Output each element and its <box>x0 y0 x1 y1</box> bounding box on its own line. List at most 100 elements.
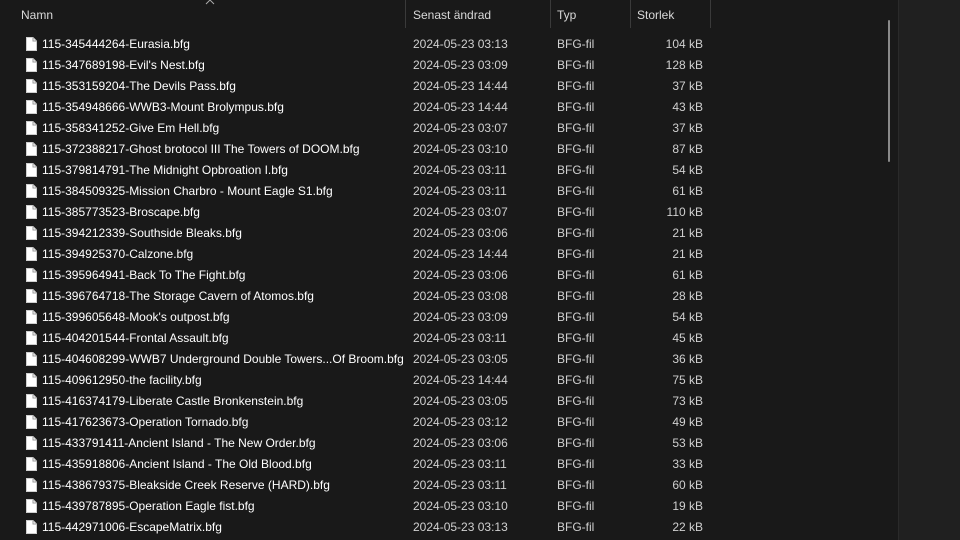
file-size: 28 kB <box>672 289 703 303</box>
file-size: 128 kB <box>665 58 703 72</box>
file-date: 2024-05-23 03:09 <box>413 58 508 72</box>
file-size: 33 kB <box>672 457 703 471</box>
file-row[interactable]: 115-435918806-Ancient Island - The Old B… <box>0 454 880 475</box>
file-name: 115-433791411-Ancient Island - The New O… <box>42 436 316 450</box>
file-icon <box>26 37 37 51</box>
file-icon <box>26 520 37 534</box>
file-date: 2024-05-23 03:05 <box>413 352 508 366</box>
scrollbar-thumb[interactable] <box>888 20 890 162</box>
file-name: 115-438679375-Bleakside Creek Reserve (H… <box>42 478 330 492</box>
file-row[interactable]: 115-395964941-Back To The Fight.bfg 2024-… <box>0 265 880 286</box>
file-type: BFG-fil <box>557 415 595 429</box>
file-row[interactable]: 115-404201544-Frontal Assault.bfg 2024-05… <box>0 328 880 349</box>
file-type: BFG-fil <box>557 100 595 114</box>
file-row[interactable]: 115-396764718-The Storage Cavern of Atom… <box>0 286 880 307</box>
file-row[interactable]: 115-358341252-Give Em Hell.bfg 2024-05-23… <box>0 118 880 139</box>
file-type: BFG-fil <box>557 205 595 219</box>
file-row[interactable]: 115-417623673-Operation Tornado.bfg 2024-… <box>0 412 880 433</box>
file-date: 2024-05-23 03:07 <box>413 205 508 219</box>
file-name: 115-404201544-Frontal Assault.bfg <box>42 331 229 345</box>
file-row[interactable]: 115-385773523-Broscape.bfg 2024-05-23 03:… <box>0 202 880 223</box>
file-type: BFG-fil <box>557 184 595 198</box>
column-header-type[interactable]: Typ <box>551 0 631 28</box>
file-name: 115-394212339-Southside Bleaks.bfg <box>42 226 242 240</box>
file-icon <box>26 352 37 366</box>
file-date: 2024-05-23 03:11 <box>413 163 507 177</box>
file-icon <box>26 79 37 93</box>
file-row[interactable]: 115-394212339-Southside Bleaks.bfg 2024-0… <box>0 223 880 244</box>
file-date: 2024-05-23 03:11 <box>413 331 507 345</box>
file-icon <box>26 268 37 282</box>
file-row[interactable]: 115-372388217-Ghost brotocol III The Tow… <box>0 139 880 160</box>
file-name: 115-384509325-Mission Charbro - Mount Ea… <box>42 184 333 198</box>
column-header-type-label: Typ <box>557 8 577 22</box>
file-row[interactable]: 115-354948666-WWB3-Mount Brolympus.bfg 20… <box>0 97 880 118</box>
file-icon <box>26 184 37 198</box>
file-date: 2024-05-23 03:06 <box>413 268 508 282</box>
column-header-date[interactable]: Senast ändrad <box>407 0 551 28</box>
vertical-scrollbar[interactable] <box>886 20 892 540</box>
file-row[interactable]: 115-353159204-The Devils Pass.bfg 2024-05… <box>0 76 880 97</box>
file-size: 37 kB <box>672 121 703 135</box>
side-panel <box>898 0 960 540</box>
file-date: 2024-05-23 14:44 <box>413 79 508 93</box>
file-icon <box>26 58 37 72</box>
file-type: BFG-fil <box>557 457 595 471</box>
file-name: 115-353159204-The Devils Pass.bfg <box>42 79 236 93</box>
file-row[interactable]: 115-433791411-Ancient Island - The New O… <box>0 433 880 454</box>
file-size: 110 kB <box>666 205 703 219</box>
file-icon <box>26 394 37 408</box>
file-icon <box>26 100 37 114</box>
column-header-size[interactable]: Storlek <box>631 0 711 28</box>
file-type: BFG-fil <box>557 58 595 72</box>
file-row[interactable]: 115-409612950-the facility.bfg 2024-05-23… <box>0 370 880 391</box>
file-type: BFG-fil <box>557 436 595 450</box>
file-name: 115-354948666-WWB3-Mount Brolympus.bfg <box>42 100 284 114</box>
file-size: 73 kB <box>672 394 703 408</box>
file-size: 60 kB <box>672 478 703 492</box>
file-type: BFG-fil <box>557 394 595 408</box>
file-size: 21 kB <box>672 226 703 240</box>
file-type: BFG-fil <box>557 478 595 492</box>
file-icon <box>26 331 37 345</box>
column-header-name[interactable]: Namn <box>15 0 406 28</box>
file-row[interactable]: 115-438679375-Bleakside Creek Reserve (H… <box>0 475 880 496</box>
file-type: BFG-fil <box>557 121 595 135</box>
file-name: 115-435918806-Ancient Island - The Old B… <box>42 457 312 471</box>
file-name: 115-379814791-The Midnight Opbroation I.… <box>42 163 288 177</box>
file-row[interactable]: 115-399605648-Mook's outpost.bfg 2024-05-… <box>0 307 880 328</box>
file-date: 2024-05-23 03:07 <box>413 121 508 135</box>
file-date: 2024-05-23 14:44 <box>413 373 508 387</box>
file-row[interactable]: 115-416374179-Liberate Castle Bronkenste… <box>0 391 880 412</box>
file-date: 2024-05-23 03:10 <box>413 142 508 156</box>
file-row[interactable]: 115-442971006-EscapeMatrix.bfg 2024-05-23… <box>0 517 880 538</box>
file-name: 115-372388217-Ghost brotocol III The Tow… <box>42 142 360 156</box>
file-name: 115-399605648-Mook's outpost.bfg <box>42 310 230 324</box>
file-date: 2024-05-23 03:11 <box>413 457 507 471</box>
file-icon <box>26 415 37 429</box>
file-size: 37 kB <box>672 79 703 93</box>
column-header-name-label: Namn <box>21 8 54 22</box>
file-icon <box>26 226 37 240</box>
file-row[interactable]: 115-345444264-Eurasia.bfg 2024-05-23 03:1… <box>0 34 880 55</box>
file-date: 2024-05-23 03:13 <box>413 37 508 51</box>
file-row[interactable]: 115-404608299-WWB7 Underground Double To… <box>0 349 880 370</box>
chevron-up-icon <box>205 0 215 5</box>
file-type: BFG-fil <box>557 37 595 51</box>
file-row[interactable]: 115-439787895-Operation Eagle fist.bfg 20… <box>0 496 880 517</box>
file-row[interactable]: 115-394925370-Calzone.bfg 2024-05-23 14:4… <box>0 244 880 265</box>
file-name: 115-345444264-Eurasia.bfg <box>42 37 190 51</box>
file-icon <box>26 247 37 261</box>
file-row[interactable]: 115-384509325-Mission Charbro - Mount Ea… <box>0 181 880 202</box>
file-icon <box>26 436 37 450</box>
file-type: BFG-fil <box>557 268 595 282</box>
file-name: 115-396764718-The Storage Cavern of Atom… <box>42 289 314 303</box>
file-row[interactable]: 115-379814791-The Midnight Opbroation I.… <box>0 160 880 181</box>
file-name: 115-442971006-EscapeMatrix.bfg <box>42 520 222 534</box>
file-icon <box>26 310 37 324</box>
file-row[interactable]: 115-347689198-Evil's Nest.bfg 2024-05-23 … <box>0 55 880 76</box>
file-type: BFG-fil <box>557 247 595 261</box>
file-name: 115-347689198-Evil's Nest.bfg <box>42 58 205 72</box>
file-name: 115-404608299-WWB7 Underground Double To… <box>42 352 404 366</box>
file-name: 115-439787895-Operation Eagle fist.bfg <box>42 499 255 513</box>
